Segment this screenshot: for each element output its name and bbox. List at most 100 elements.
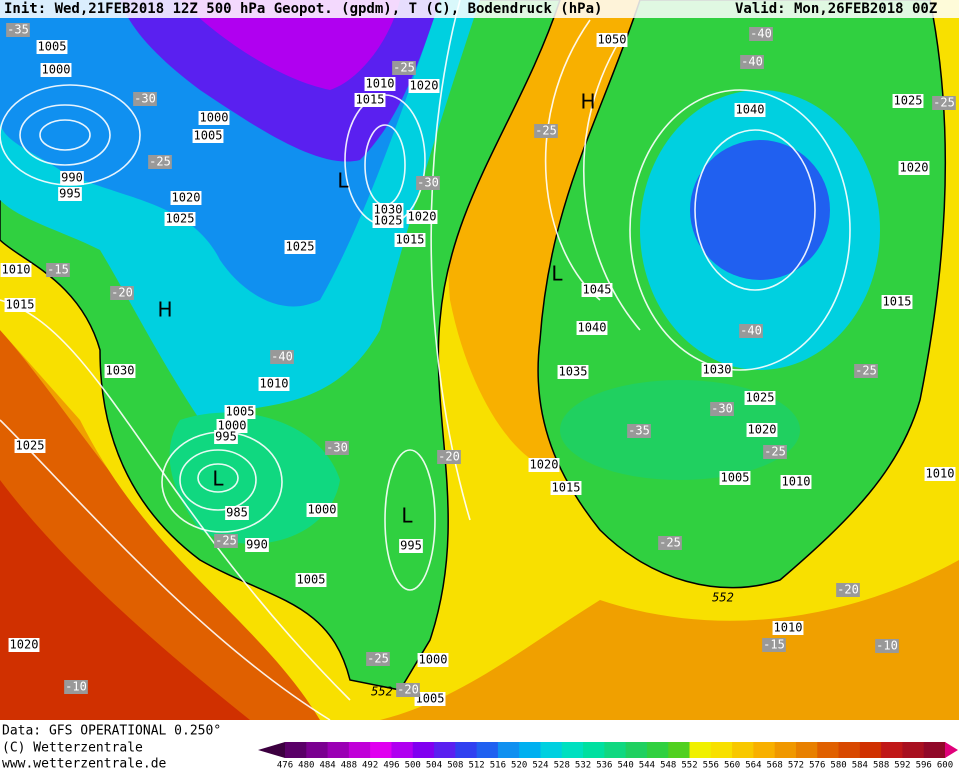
temperature-label: -25 — [535, 124, 557, 138]
pressure-label: 1040 — [578, 321, 607, 335]
colorbar-swatch — [306, 742, 329, 758]
pressure-label-box — [306, 503, 338, 517]
pressure-label: 1000 — [419, 653, 448, 667]
colorbar-tick-label: 596 — [916, 761, 932, 770]
pressure-label: 1015 — [552, 481, 581, 495]
temperature-label-group: -30 — [133, 92, 157, 106]
pressure-label-group: 1005 — [36, 40, 68, 54]
colorbar-tick-label: 488 — [341, 761, 357, 770]
pressure-label-group: 985 — [225, 506, 249, 520]
pressure-label: 1030 — [106, 364, 135, 378]
colorbar-swatch — [455, 742, 478, 758]
colorbar-tick-label: 512 — [468, 761, 484, 770]
colorbar-tick-label: 572 — [788, 761, 804, 770]
temperature-label: -35 — [628, 424, 650, 438]
isobar — [384, 449, 436, 591]
temperature-label: -25 — [393, 61, 415, 75]
field-purple — [180, 0, 400, 90]
colorbar-tick-label: 492 — [362, 761, 378, 770]
temperature-label: -25 — [855, 364, 877, 378]
pressure-label-group: 1050 — [596, 33, 628, 47]
pressure-label-box — [734, 103, 766, 117]
temperature-label-box — [739, 324, 763, 338]
temperature-label-box — [133, 92, 157, 106]
pressure-label: 1005 — [416, 692, 445, 706]
pressure-label-box — [40, 63, 72, 77]
colorbar-tick-label: 544 — [639, 761, 655, 770]
colorbar-swatch — [370, 742, 392, 758]
pressure-label: 1025 — [286, 240, 315, 254]
colorbar-swatch — [668, 742, 691, 758]
pressure-label-group: 1000 — [216, 419, 248, 433]
pressure-label-box — [550, 481, 582, 495]
colorbar-swatch — [753, 742, 776, 758]
pressure-label: 1015 — [883, 295, 912, 309]
temperature-label-group: -25 — [658, 536, 682, 550]
field-teal — [169, 412, 340, 544]
pressure-label-group: 1020 — [8, 638, 40, 652]
temperature-label-group: -25 — [392, 61, 416, 75]
temperature-label-group: -25 — [214, 534, 238, 548]
pressure-label-box — [284, 240, 316, 254]
colorbar-tick-label: 476 — [277, 761, 293, 770]
temperature-label: -20 — [397, 683, 419, 697]
pressure-label: 1050 — [598, 33, 627, 47]
temperature-label-group: -25 — [854, 364, 878, 378]
colorbar-swatch — [646, 742, 669, 758]
pressure-label: 1025 — [166, 212, 195, 226]
pressure-label-group: 1025 — [284, 240, 316, 254]
pressure-label-box — [399, 539, 423, 553]
header-valid: Valid: Mon,26FEB2018 00Z — [735, 1, 937, 17]
pressure-label-box — [224, 405, 256, 419]
pressure-label-box — [417, 653, 449, 667]
pressure-label-box — [394, 233, 426, 247]
temperature-label: -40 — [750, 27, 772, 41]
pressure-label-group: 1005 — [719, 471, 751, 485]
pressure-label: 1005 — [721, 471, 750, 485]
pressure-label: 1025 — [894, 94, 923, 108]
pressure-label-group: 1010 — [0, 263, 32, 277]
colorbar-tick-label: 548 — [660, 761, 676, 770]
contour-label: 552 — [712, 591, 734, 605]
temperature-label-group: -10 — [875, 639, 899, 653]
pressure-label-box — [576, 321, 608, 335]
temperature-label-box — [396, 683, 420, 697]
colorbar-tick-label: 528 — [554, 761, 570, 770]
map-labels: 1005100099099510001005102010251025101010… — [0, 23, 956, 706]
temperature-label-group: -25 — [534, 124, 558, 138]
temperature-label: -15 — [763, 638, 785, 652]
pressure-label: 1035 — [559, 365, 588, 379]
temperature-label-group: -15 — [762, 638, 786, 652]
colorbar-tick-label: 580 — [830, 761, 846, 770]
colorbar-swatch — [285, 742, 307, 758]
isobar — [0, 0, 640, 720]
colorbar-swatch — [434, 742, 456, 758]
temperature-label-group: -20 — [110, 286, 134, 300]
pressure-label: 1010 — [2, 263, 31, 277]
pressure-center: H — [157, 298, 172, 322]
pressure-label: 1010 — [260, 377, 289, 391]
pressure-label: 1000 — [218, 419, 247, 433]
header-bar — [0, 0, 959, 18]
isobar — [19, 104, 111, 166]
temperature-label-box — [270, 350, 294, 364]
colorbar-swatch — [348, 742, 371, 758]
colorbar-swatch — [817, 742, 840, 758]
pressure-label-group: 1005 — [224, 405, 256, 419]
pressure-label: 1020 — [172, 191, 201, 205]
pressure-center: L — [551, 262, 563, 286]
colorbar-tick-label: 568 — [767, 761, 783, 770]
pressure-label: 1020 — [900, 161, 929, 175]
temperature-label-box — [325, 441, 349, 455]
pressure-label-box — [557, 365, 589, 379]
colorbar-swatch — [732, 742, 754, 758]
pressure-label: 1030 — [374, 203, 403, 217]
colorbar-tick-label: 600 — [937, 761, 953, 770]
colorbar-swatch — [795, 742, 818, 758]
colorbar-swatch — [838, 742, 861, 758]
temperature-label: -25 — [149, 155, 171, 169]
colorbar-swatch — [923, 742, 946, 758]
header-init: Init: Wed,21FEB2018 12Z 500 hPa Geopot. … — [4, 1, 602, 17]
pressure-label-box — [245, 538, 269, 552]
